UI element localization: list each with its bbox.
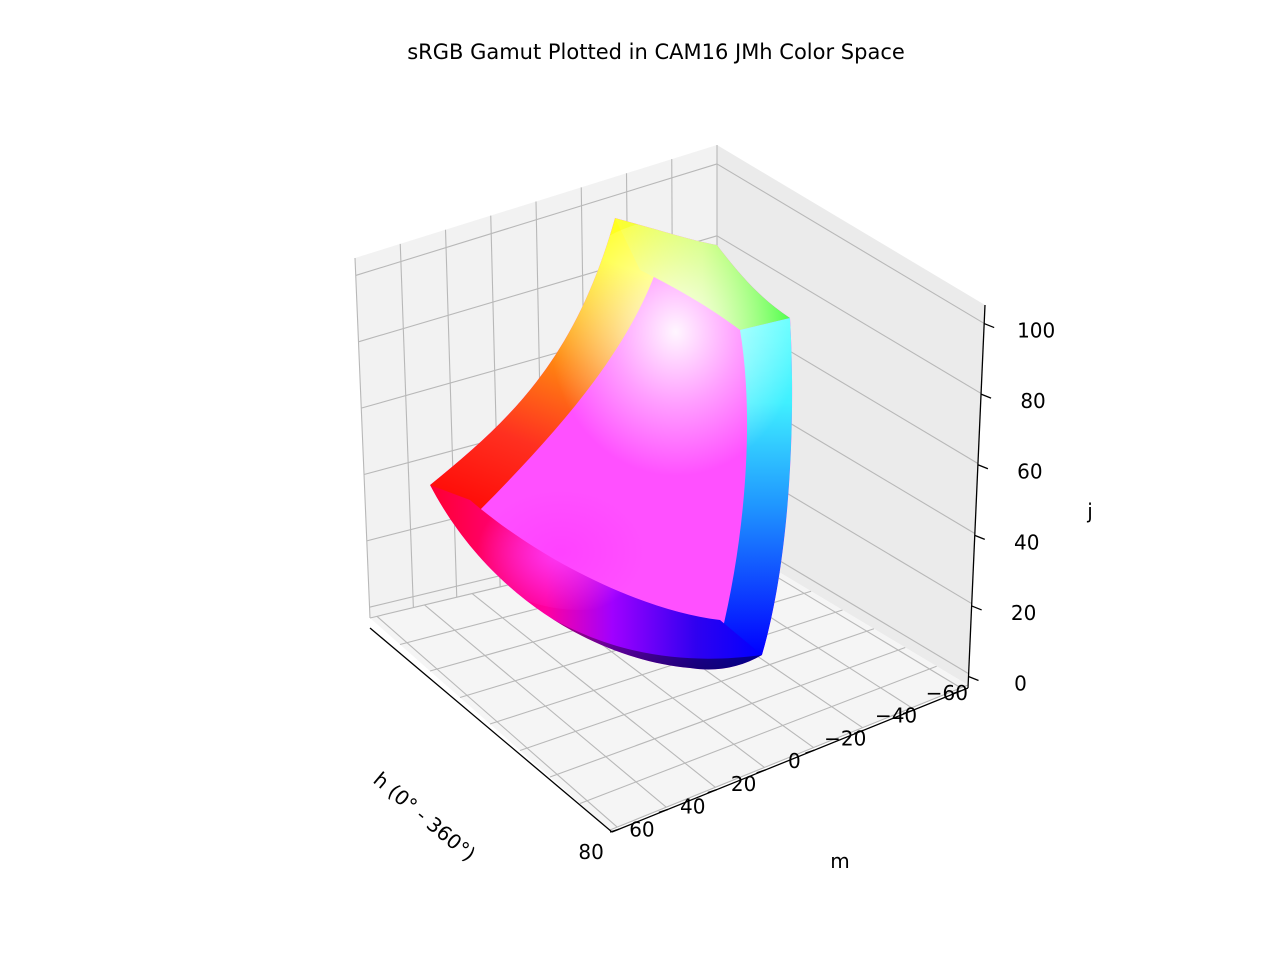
grid-line: [519, 628, 875, 752]
grid-line: [489, 609, 843, 725]
m-axis-tick: [854, 729, 864, 734]
m-tick-label: 0: [788, 749, 801, 773]
m-axis-tick: [707, 789, 717, 794]
m-axis-tick: [951, 690, 962, 695]
j-axis-tick: [974, 534, 986, 540]
j-tick-label: 80: [1020, 389, 1045, 413]
m-axis-tick: [902, 710, 913, 715]
j-tick-label: 40: [1014, 530, 1039, 554]
grid-line: [355, 163, 718, 276]
back-pane-right: [717, 145, 985, 685]
grid-line: [716, 235, 982, 394]
grid-line: [444, 229, 458, 598]
j-axis-label: j: [1086, 499, 1093, 523]
j-tick-label: 0: [1014, 672, 1027, 696]
m-tick-label: 40: [680, 795, 705, 819]
chart-title: sRGB Gamut Plotted in CAM16 JMh Color Sp…: [407, 40, 905, 64]
j-axis-tick: [980, 393, 992, 399]
j-axis-tick: [971, 605, 982, 611]
m-axis-label: m: [830, 849, 849, 873]
j-axis-line: [967, 304, 986, 689]
grid-line: [399, 243, 414, 608]
m-tick-label: −60: [926, 681, 968, 705]
j-tick-label: 20: [1011, 601, 1036, 625]
grid-line: [354, 257, 371, 619]
m-tick-label: −20: [824, 726, 866, 750]
h-axis-label: h (0° - 360°): [369, 767, 481, 866]
grid-line: [549, 646, 906, 778]
m-axis-tick: [658, 808, 669, 813]
j-tick-label: 100: [1017, 319, 1055, 343]
m-tick-label: −40: [875, 704, 917, 728]
m-axis-tick: [805, 749, 815, 754]
m-axis-tick: [609, 828, 620, 833]
floor-pane: [370, 535, 968, 830]
m-tick-label: 60: [629, 817, 654, 841]
grid-line: [716, 163, 985, 324]
tick-labels: 80 60 40 20 0 −20 −40 −60 0 20 40 60 80 100: [578, 319, 1055, 865]
m-tick-label: 80: [578, 840, 603, 864]
m-axis-tick: [756, 769, 766, 774]
grid-line: [609, 684, 969, 831]
j-axis-tick: [968, 675, 979, 682]
gamut-surface: [430, 218, 793, 670]
axis-ticks: [609, 322, 995, 833]
j-axis-tick: [983, 322, 995, 329]
grid-line: [579, 665, 937, 805]
j-tick-label: 60: [1017, 460, 1042, 484]
m-tick-label: 20: [731, 772, 756, 796]
h-axis-line: [369, 627, 613, 833]
j-axis-tick: [977, 464, 989, 470]
